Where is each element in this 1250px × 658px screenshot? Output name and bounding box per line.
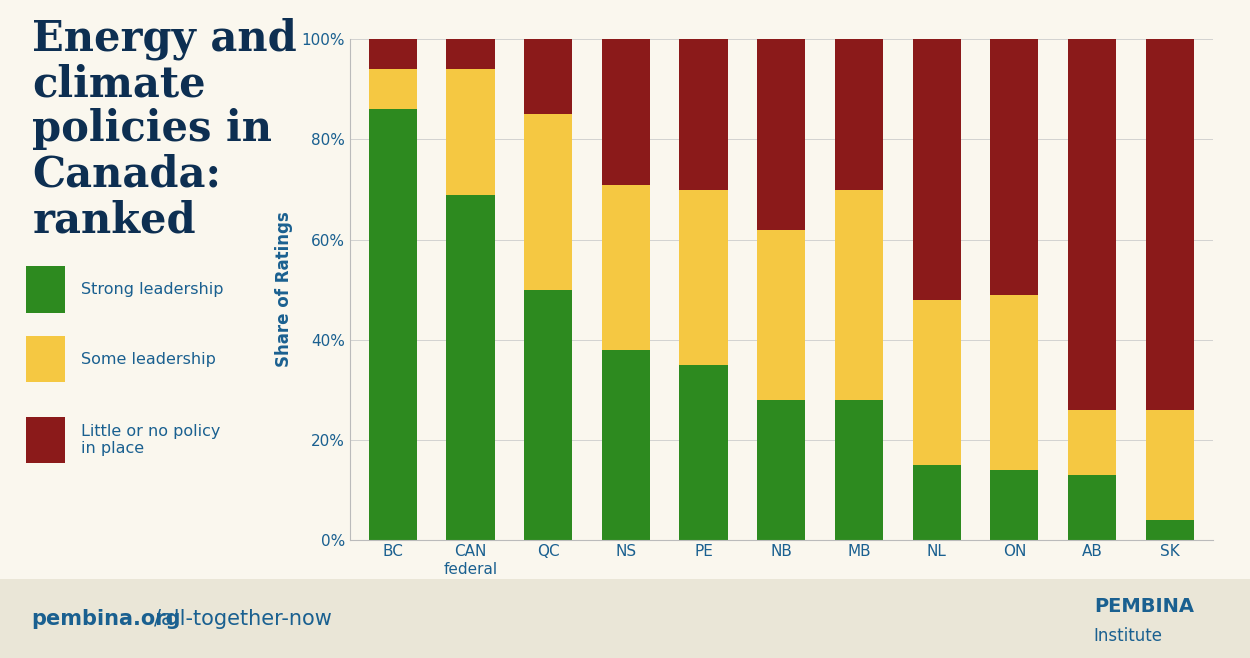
Bar [446,195,495,540]
Bar [758,399,805,540]
Bar [1146,39,1194,409]
Bar [990,39,1039,295]
Bar [680,39,727,190]
Bar [835,399,882,540]
Bar [990,470,1039,540]
FancyBboxPatch shape [26,266,65,313]
Bar [446,39,495,70]
Bar [1068,39,1116,409]
Bar [524,290,572,540]
Bar [758,39,805,230]
FancyBboxPatch shape [26,336,65,382]
Bar [912,39,961,299]
Bar [1068,474,1116,540]
Bar [835,39,882,190]
Bar [680,365,727,540]
Bar [524,114,572,290]
Text: Energy and
climate
policies in
Canada:
ranked: Energy and climate policies in Canada: r… [32,17,298,241]
Text: Little or no policy
in place: Little or no policy in place [81,424,221,456]
Text: Institute: Institute [1094,627,1162,645]
Y-axis label: Share of Ratings: Share of Ratings [275,212,294,367]
FancyBboxPatch shape [26,417,65,463]
Text: /all-together-now: /all-together-now [154,609,331,628]
Bar [990,295,1039,470]
Bar [524,39,572,114]
Bar [369,70,416,109]
Bar [601,349,650,540]
Bar [835,190,882,399]
Text: Strong leadership: Strong leadership [81,282,224,297]
Bar [601,39,650,184]
Bar [369,109,416,540]
Bar [758,230,805,399]
Bar [912,465,961,540]
Bar [680,190,727,365]
Text: Some leadership: Some leadership [81,351,216,367]
Text: PEMBINA: PEMBINA [1094,597,1194,616]
Bar [369,39,416,70]
Text: pembina.org: pembina.org [31,609,181,628]
Bar [446,70,495,195]
Bar [601,184,650,349]
Bar [1068,409,1116,474]
Bar [912,299,961,465]
Bar [1146,409,1194,520]
Bar [1146,520,1194,540]
